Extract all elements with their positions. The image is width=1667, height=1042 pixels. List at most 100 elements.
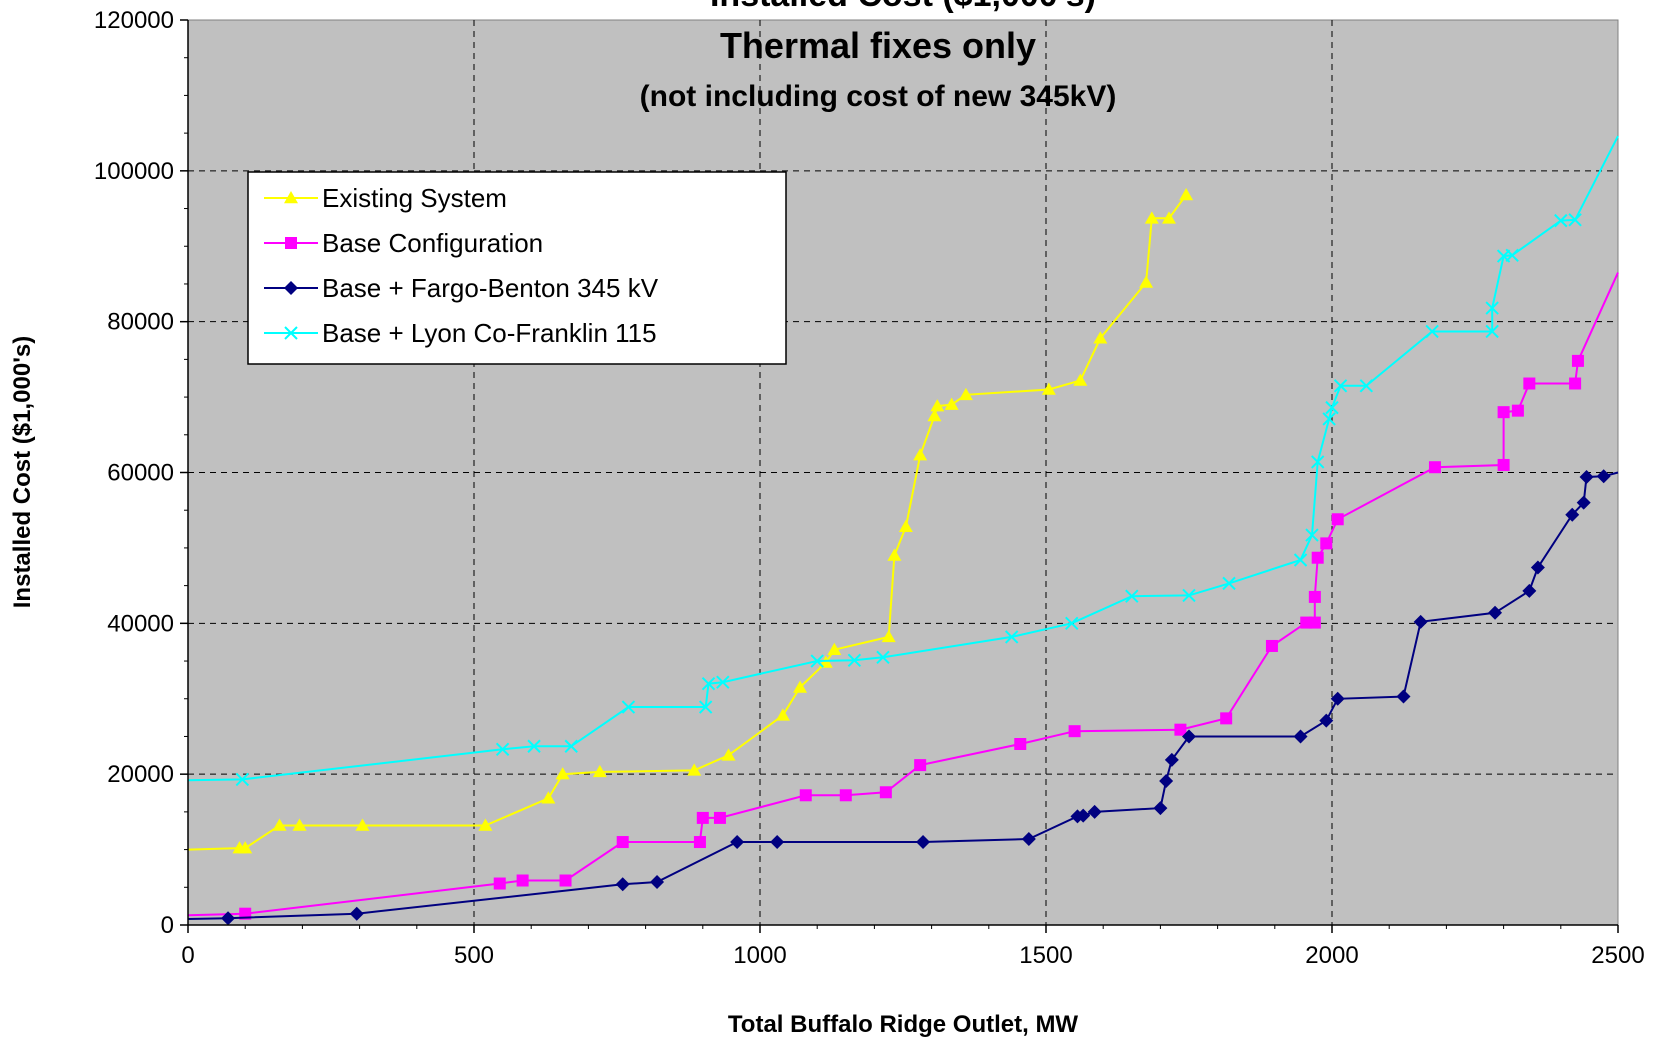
data-point xyxy=(1161,211,1176,224)
data-point xyxy=(958,387,973,401)
data-point xyxy=(693,836,706,849)
data-point xyxy=(1488,605,1503,620)
data-point xyxy=(650,875,665,890)
data-point xyxy=(1319,713,1334,728)
data-point xyxy=(1164,752,1179,767)
y-tick-label: 0 xyxy=(161,912,174,939)
legend: Existing System Base Configuration Base + … xyxy=(247,171,787,365)
data-point xyxy=(235,772,250,787)
data-point xyxy=(1153,801,1168,816)
data-point xyxy=(1568,213,1582,227)
legend-box xyxy=(247,171,787,365)
x-tick-label: 500 xyxy=(454,942,494,969)
legend-label: Base + Fargo-Benton 345 kV xyxy=(322,273,659,303)
data-point xyxy=(1576,495,1591,510)
data-point xyxy=(881,629,896,643)
data-point xyxy=(1310,455,1325,469)
chart-subtitle-2: (not including cost of new 345kV) xyxy=(640,80,1117,113)
legend-marker xyxy=(284,281,298,295)
data-point xyxy=(1579,470,1594,485)
data-point xyxy=(1505,248,1519,263)
data-point xyxy=(1174,723,1187,736)
series-layer xyxy=(187,135,1619,926)
data-point xyxy=(1596,469,1611,484)
data-point xyxy=(1159,773,1174,788)
chart-subtitle: Thermal fixes only xyxy=(720,25,1036,66)
data-point xyxy=(1331,513,1344,526)
data-point xyxy=(1179,187,1194,201)
data-point xyxy=(493,877,506,890)
x-tick-label: 2500 xyxy=(1591,942,1644,969)
data-point xyxy=(592,764,607,778)
data-point xyxy=(1359,379,1374,393)
data-point xyxy=(621,700,636,714)
data-point xyxy=(349,906,364,921)
data-point xyxy=(559,874,572,887)
y-tick-label: 60000 xyxy=(107,460,174,487)
data-point xyxy=(1571,354,1584,367)
data-point xyxy=(1523,377,1536,390)
series-1 xyxy=(187,187,1194,854)
data-point xyxy=(516,874,529,887)
data-point xyxy=(944,397,959,410)
data-point xyxy=(721,748,736,761)
data-point xyxy=(1396,689,1411,704)
data-point xyxy=(1041,382,1056,395)
axis-layer: 0 20000 40000 60000 80000 100000 120000 0 500 100… xyxy=(94,7,1645,969)
legend-marker xyxy=(285,237,297,249)
series-4 xyxy=(187,135,1619,787)
data-point xyxy=(1333,379,1348,393)
data-point xyxy=(1311,551,1324,564)
legend-marker xyxy=(284,191,298,204)
chart-title-block: Installed Cost ($1,000's) Thermal fixes … xyxy=(640,0,1117,113)
data-point xyxy=(1569,377,1582,390)
data-point xyxy=(916,835,931,850)
data-point xyxy=(1485,301,1499,315)
data-point xyxy=(1093,331,1108,344)
data-point xyxy=(1485,324,1499,339)
data-point xyxy=(716,675,730,689)
data-point xyxy=(1182,588,1196,603)
x-tick-label: 1000 xyxy=(733,942,786,969)
data-point xyxy=(495,742,510,756)
data-point xyxy=(839,789,852,802)
data-point xyxy=(564,739,578,753)
data-point xyxy=(1073,373,1088,386)
data-point xyxy=(898,519,913,533)
data-point xyxy=(930,399,945,412)
data-point xyxy=(1565,507,1580,522)
data-point xyxy=(1554,213,1568,228)
series-line xyxy=(187,272,1619,917)
data-point xyxy=(793,680,808,693)
series-2 xyxy=(187,272,1619,920)
data-point xyxy=(272,818,287,831)
data-point xyxy=(238,841,253,854)
data-point xyxy=(1014,738,1027,750)
data-point xyxy=(913,448,928,461)
legend-marker xyxy=(284,326,298,340)
legend-entry: Base + Lyon Co-Franklin 115 xyxy=(264,318,657,348)
data-point xyxy=(799,789,812,802)
data-point xyxy=(701,676,716,691)
data-point xyxy=(355,818,370,831)
data-point xyxy=(775,708,790,721)
data-point xyxy=(1004,630,1019,644)
data-point xyxy=(478,818,493,831)
data-point xyxy=(730,835,745,850)
data-point xyxy=(876,650,890,664)
data-point xyxy=(1320,537,1333,550)
data-point xyxy=(1293,553,1308,567)
data-point xyxy=(1428,461,1441,474)
y-tick-label: 120000 xyxy=(94,7,174,34)
data-point xyxy=(292,818,307,831)
data-point xyxy=(1425,324,1439,339)
data-point xyxy=(770,835,785,850)
data-point xyxy=(698,700,713,714)
data-point xyxy=(687,763,702,776)
data-point xyxy=(1511,404,1524,417)
data-point xyxy=(1413,614,1428,629)
data-point xyxy=(1222,576,1236,591)
data-point xyxy=(1322,412,1336,426)
chart-title: Installed Cost ($1,000's) xyxy=(710,0,1096,14)
